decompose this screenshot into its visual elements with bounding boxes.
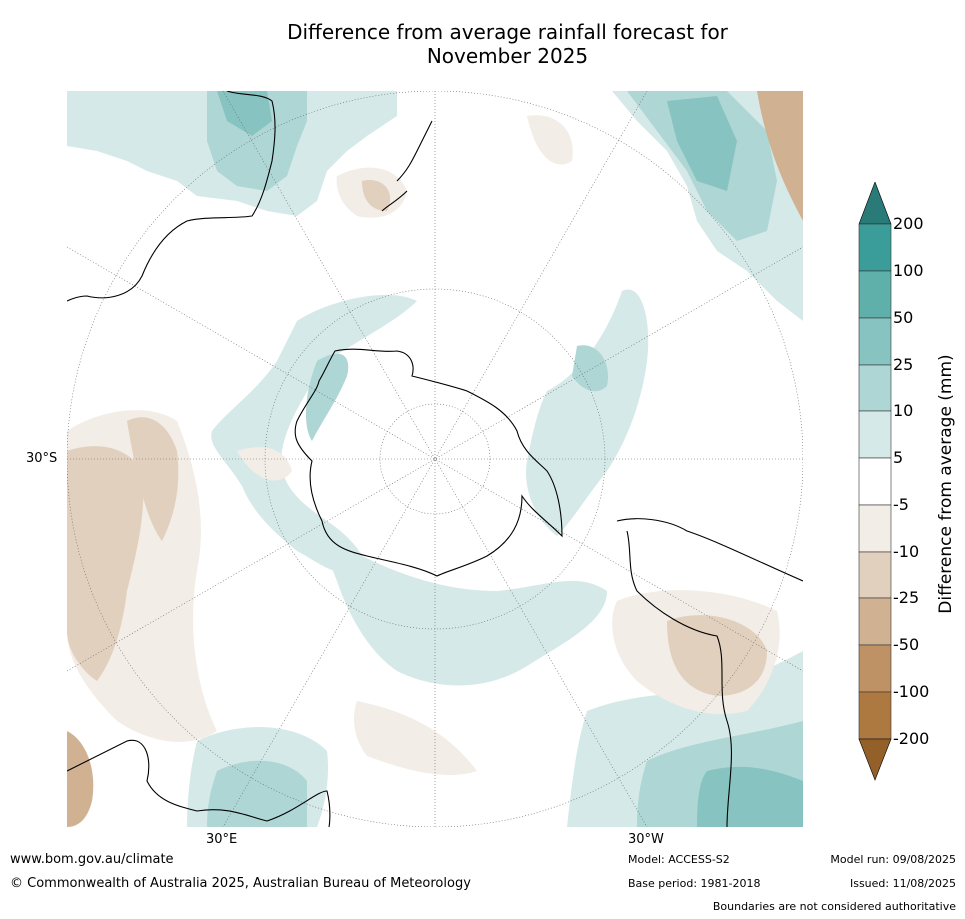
colorbar-tick-m5: -5	[893, 495, 909, 514]
map-canvas	[67, 91, 803, 827]
title-line-1: Difference from average rainfall forecas…	[287, 20, 728, 44]
colorbar-swatch-10	[858, 410, 892, 459]
colorbar-tick-5: 5	[893, 448, 904, 467]
meridian-30	[222, 91, 648, 827]
lat-label-30s: 30°S	[26, 451, 58, 466]
meridian-60	[67, 246, 803, 672]
colorbar	[858, 182, 965, 782]
colorbar-swatch-100	[858, 270, 892, 319]
colorbar-tick-10: 10	[893, 401, 914, 420]
australia-coast	[67, 91, 276, 302]
colorbar-swatch-m5	[858, 504, 892, 553]
colorbar-tick-100: 100	[893, 261, 924, 280]
meridian-150	[222, 91, 648, 827]
new-zealand-coast	[381, 120, 433, 212]
colorbar-over-arrow	[858, 182, 892, 225]
colorbar-tick-200: 200	[893, 214, 924, 233]
lon-label-30w: 30°W	[628, 832, 664, 847]
colorbar-swatch-m25	[858, 597, 892, 646]
base-period-text: Base period: 1981-2018	[628, 877, 761, 890]
colorbar-tick-50: 50	[893, 308, 914, 327]
title-line-2: November 2025	[426, 44, 589, 68]
africa-coast	[67, 739, 331, 827]
colorbar-swatch-25	[858, 364, 892, 412]
disclaimer-text: Boundaries are not considered authoritat…	[712, 900, 956, 913]
colorbar-swatch-m50	[858, 644, 892, 693]
meridian-120	[67, 246, 803, 672]
colorbar-graphic	[858, 182, 892, 781]
colorbar-tick-m200: -200	[893, 729, 930, 748]
colorbar-swatch-m10	[858, 551, 892, 599]
issued-text: Issued: 11/08/2025	[849, 877, 956, 890]
colorbar-swatch-50	[858, 317, 892, 366]
copyright-text: © Commonwealth of Australia 2025, Austra…	[10, 876, 471, 891]
colorbar-swatch-200	[858, 223, 892, 272]
website-link[interactable]: www.bom.gov.au/climate	[10, 852, 174, 867]
chart-title: Difference from average rainfall forecas…	[0, 20, 965, 68]
colorbar-swatch-5	[858, 457, 892, 506]
lon-label-30e: 30°E	[206, 832, 238, 847]
colorbar-under-arrow	[858, 738, 892, 781]
coastlines	[67, 91, 803, 827]
graticule	[67, 91, 803, 827]
colorbar-title: Difference from average (mm)	[936, 354, 956, 614]
colorbar-swatch-m100	[858, 691, 892, 740]
colorbar-tick-m25: -25	[893, 588, 920, 607]
south-america-coast	[616, 518, 803, 827]
colorbar-tick-m100: -100	[893, 682, 930, 701]
antarctica-coast	[294, 348, 563, 577]
rainfall-anomaly-map	[67, 91, 803, 827]
model-text: Model: ACCESS-S2	[628, 853, 730, 866]
model-run-text: Model run: 09/08/2025	[830, 853, 956, 866]
colorbar-tick-m10: -10	[893, 542, 920, 561]
wet-anomaly-regions	[67, 91, 803, 827]
colorbar-tick-25: 25	[893, 355, 914, 374]
colorbar-tick-m50: -50	[893, 635, 920, 654]
